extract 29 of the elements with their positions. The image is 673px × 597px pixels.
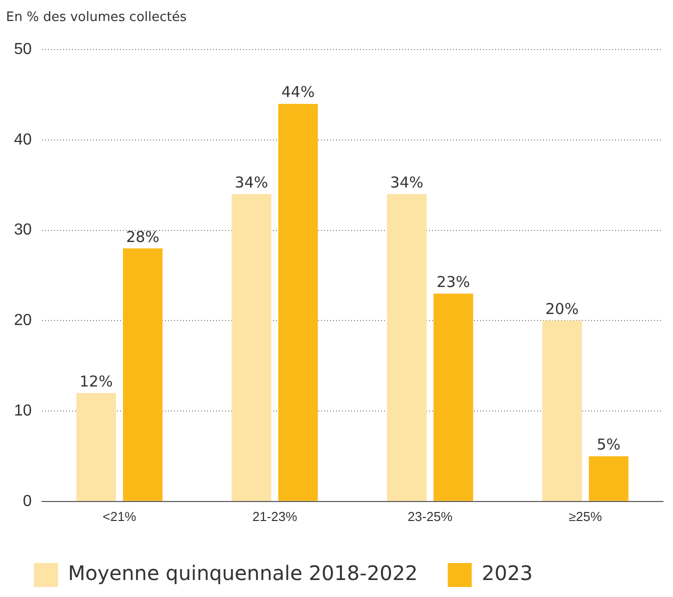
legend-label: 2023: [482, 561, 533, 586]
y-tick-label: 10: [14, 402, 32, 420]
x-tick-label: 23-25%: [408, 508, 453, 524]
data-label: 23%: [436, 272, 470, 291]
data-label: 28%: [126, 228, 160, 246]
x-tick-label: ≥25%: [568, 508, 602, 524]
legend-label: Moyenne quinquennale 2018-2022: [68, 561, 418, 586]
bar: [122, 248, 163, 501]
y-axis-title: En % des volumes collectés: [6, 10, 187, 25]
bar: [542, 320, 582, 501]
y-tick-label: 40: [14, 131, 32, 148]
bar: [386, 194, 427, 501]
bar: [232, 194, 272, 501]
bar: [434, 294, 474, 501]
data-label: 34%: [234, 174, 268, 192]
data-label: 5%: [596, 436, 621, 454]
y-tick-label: 30: [14, 222, 32, 239]
bar: [588, 456, 628, 501]
bar: [76, 392, 116, 501]
x-tick-label: <21%: [102, 508, 137, 524]
x-tick-label: 21-23%: [252, 508, 298, 524]
data-label: 12%: [79, 372, 113, 390]
data-label: 20%: [545, 300, 579, 318]
y-tick-label: 0: [22, 492, 32, 510]
y-tick-label: 20: [14, 312, 32, 330]
bar: [278, 104, 318, 501]
data-label: 34%: [390, 174, 424, 192]
y-tick-label: 50: [14, 41, 32, 58]
data-label: 44%: [281, 83, 315, 102]
